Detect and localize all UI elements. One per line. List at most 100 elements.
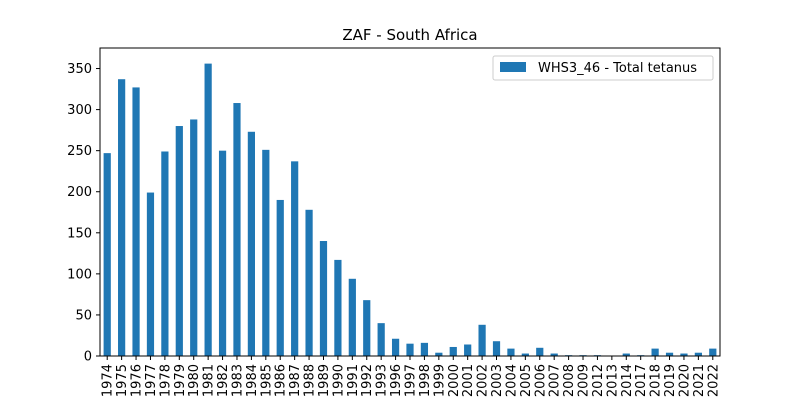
bar-2014 — [622, 353, 630, 356]
x-tick-label: 2003 — [490, 364, 505, 397]
bar-1982 — [218, 150, 227, 356]
x-tick-label: 1980 — [187, 364, 202, 397]
x-tick-label: 1983 — [230, 364, 245, 397]
x-tick-label: 1975 — [115, 364, 130, 397]
x-tick-label: 1977 — [144, 364, 159, 397]
x-tick-label: 2021 — [692, 364, 707, 397]
x-tick-label: 2002 — [476, 364, 491, 397]
x-tick-label: 1974 — [101, 364, 116, 397]
plot-frame — [99, 47, 721, 357]
x-tick-label: 2006 — [533, 364, 548, 397]
bar-2006 — [536, 347, 544, 356]
bar-2022 — [709, 348, 717, 356]
y-tick-label: 250 — [67, 144, 92, 159]
x-tick-label: 1991 — [346, 364, 361, 397]
x-tick-label: 1993 — [375, 364, 390, 397]
x-tick-label: 1989 — [317, 364, 332, 397]
y-axis: 0 50 100 150 200 250 300 350 — [67, 62, 100, 365]
bar-2018 — [651, 348, 659, 356]
x-tick-label: 2012 — [591, 364, 606, 397]
bar-1976 — [132, 87, 140, 357]
x-tick-label: 1998 — [418, 364, 433, 397]
x-tick-label: 1992 — [360, 364, 375, 397]
bar-1990 — [334, 259, 342, 356]
x-tick-label: 2001 — [461, 364, 476, 397]
bar-1991 — [348, 278, 356, 356]
bar-2003 — [492, 341, 501, 356]
x-tick-label: 1984 — [245, 364, 260, 397]
x-tick-label: 1987 — [288, 364, 303, 397]
x-tick-label: 2019 — [663, 364, 678, 397]
x-tick-label: 1985 — [259, 364, 274, 397]
x-tick-label: 2017 — [634, 364, 649, 397]
x-tick-label: 1978 — [158, 364, 173, 397]
bar-1992 — [363, 300, 371, 356]
bar-2001 — [464, 344, 472, 356]
x-tick-label: 2014 — [620, 364, 635, 397]
y-tick-label: 100 — [67, 267, 92, 282]
y-tick-label: 150 — [67, 226, 92, 241]
bar-1996 — [391, 338, 400, 356]
x-tick-label: 1990 — [331, 364, 346, 397]
bar-1999 — [435, 352, 443, 356]
x-tick-label: 2007 — [548, 364, 563, 397]
legend-swatch — [500, 62, 526, 72]
bar-1974 — [103, 153, 111, 356]
bars-layer — [103, 63, 717, 357]
x-tick-label: 2000 — [447, 364, 462, 397]
bar-1980 — [190, 119, 198, 357]
x-tick-label: 1997 — [404, 364, 419, 397]
legend-label: WHS3_46 - Total tetanus — [538, 61, 697, 76]
x-tick-label: 2020 — [677, 364, 692, 397]
bar-2000 — [449, 346, 457, 356]
y-tick-label: 200 — [67, 185, 92, 200]
bar-1978 — [161, 151, 169, 356]
y-tick-label: 350 — [67, 62, 92, 77]
bar-1981 — [204, 63, 212, 357]
bar-1985 — [262, 149, 270, 356]
x-tick-label: 2008 — [562, 364, 577, 397]
x-tick-label: 2005 — [519, 364, 534, 397]
bar-2005 — [521, 353, 529, 356]
bar-1987 — [291, 161, 299, 356]
bar-2007 — [550, 353, 558, 356]
x-tick-label: 1981 — [202, 364, 217, 397]
y-tick-label: 50 — [75, 308, 92, 323]
x-tick-label: 1999 — [432, 364, 447, 397]
bar-1997 — [406, 343, 414, 356]
chart-title: ZAF - South Africa — [342, 26, 477, 44]
x-tick-label: 1988 — [303, 364, 318, 397]
bar-1977 — [146, 192, 155, 356]
legend-box — [492, 55, 714, 81]
x-tick-label: 1982 — [216, 364, 231, 397]
bar-2002 — [478, 324, 486, 356]
bar-1986 — [276, 199, 284, 356]
bar-2020 — [680, 353, 688, 356]
x-tick-label: 2013 — [605, 364, 620, 397]
x-tick-label: 2004 — [504, 364, 519, 397]
bar-1998 — [420, 342, 429, 356]
x-tick-label: 1986 — [274, 364, 289, 397]
x-axis: 1974 1975 1976 1977 1978 1979 1980 1981 1982 1983… — [101, 356, 721, 397]
x-tick-label: 1976 — [130, 364, 145, 397]
bar-1988 — [305, 209, 313, 356]
x-tick-label: 2018 — [649, 364, 664, 397]
x-tick-label: 2009 — [577, 364, 592, 397]
bar-2021 — [694, 352, 702, 356]
y-tick-label: 300 — [67, 103, 92, 118]
x-tick-label: 1979 — [173, 364, 188, 397]
bar-1984 — [247, 131, 255, 356]
bar-1989 — [319, 241, 328, 356]
bar-2004 — [507, 348, 515, 356]
x-tick-label: 1996 — [389, 364, 404, 397]
bar-1979 — [175, 126, 183, 356]
bar-1983 — [233, 103, 241, 356]
x-tick-label: 2022 — [706, 364, 721, 397]
bar-1993 — [377, 323, 385, 356]
bar-1975 — [118, 79, 126, 357]
legend: WHS3_46 - Total tetanus — [492, 55, 714, 81]
bar-2019 — [665, 352, 674, 356]
y-tick-label: 0 — [84, 350, 92, 365]
